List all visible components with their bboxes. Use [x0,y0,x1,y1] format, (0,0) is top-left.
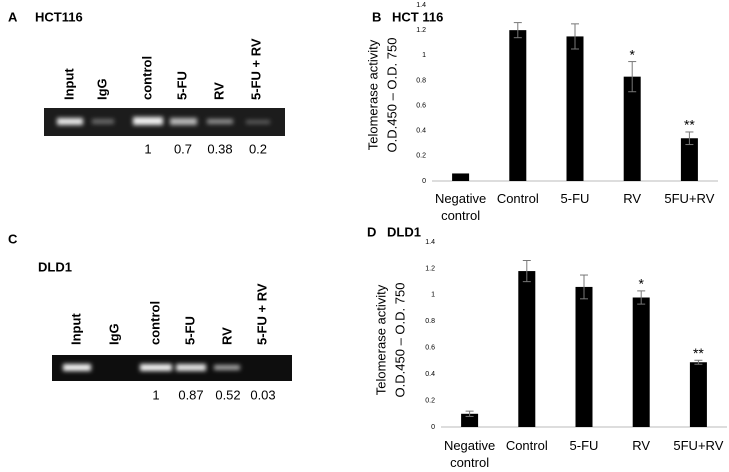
bar [518,271,536,427]
lane-label: 5-FU [182,316,197,345]
y-tick-label: 1 [422,52,426,59]
quantification-value: 0.52 [215,387,240,402]
chart-title: HCT 116 [392,9,443,24]
x-tick-label: 5-FU [560,191,590,206]
y-tick-label: 0.4 [416,128,426,135]
bar [680,138,698,181]
y-axis-label: O.D.450 – O.D. 750 [392,283,407,398]
y-tick-label: 0 [422,178,426,185]
x-tick-label: RV [632,438,651,453]
x-tick-label: 5FU+RV [664,191,715,206]
y-tick-label: 0.4 [425,371,435,378]
quantification-value: 1 [144,141,151,156]
bar [623,76,641,181]
x-tick-label: Negative control [443,438,496,470]
panel-label: A [8,9,18,24]
quantification-value: 0.7 [174,141,192,156]
lane-label: 5-FU + RV [248,38,263,100]
lane-label: 5-FU + RV [254,283,269,345]
x-tick-label: 5FU+RV [673,438,724,453]
lane-label: Input [61,68,76,100]
gel-title: DLD1 [38,259,72,274]
x-tick-label: 5-FU [569,438,599,453]
significance-marker: ** [693,345,704,361]
y-tick-label: 0.2 [416,153,426,160]
significance-marker: ** [684,117,695,133]
x-tick-label: RV [623,191,642,206]
x-tick-label: Control [505,438,548,453]
x-tick-label: Control [496,191,539,206]
bar [461,413,479,427]
lane-label: RV [219,327,234,345]
lane-label: IgG [106,323,121,345]
quantification-value: 0.2 [249,141,267,156]
lane-label: RV [211,82,226,100]
bar [509,30,527,182]
quantification-value: 0.03 [250,387,275,402]
panel-label: C [8,231,18,246]
y-tick-label: 0 [431,424,435,431]
y-tick-label: 0.2 [425,397,435,404]
lane-label: control [139,56,154,100]
chart-title: DLD1 [387,224,421,239]
panel-label: D [367,224,376,239]
y-tick-label: 1.4 [416,2,426,9]
y-tick-label: 1 [431,292,435,299]
lane-label: IgG [94,78,109,100]
y-axis-label: Telomerase activity [365,39,380,150]
quantification-value: 0.38 [207,141,232,156]
quantification-value: 0.87 [178,387,203,402]
x-tick-label: Negative control [434,191,487,223]
gel-image [44,108,285,136]
bar [632,297,650,427]
panel-label: B [372,9,381,24]
lane-label: control [147,301,162,345]
y-tick-label: 1.2 [416,27,426,34]
significance-marker: * [629,46,635,62]
bar [566,36,584,181]
y-axis-label: Telomerase activity [373,284,388,395]
y-tick-label: 1.4 [425,239,435,246]
y-tick-label: 0.6 [416,102,426,109]
lane-label: 5-FU [174,71,189,100]
bar [689,362,707,427]
lane-label: Input [68,313,83,345]
y-tick-label: 0.8 [416,77,426,84]
gel-title: HCT116 [35,9,83,24]
quantification-value: 1 [152,387,159,402]
gel-image [52,355,292,381]
y-tick-label: 0.6 [425,345,435,352]
y-tick-label: 1.2 [425,265,435,272]
y-axis-label: O.D.450 – O.D. 750 [384,38,399,153]
significance-marker: * [638,276,644,292]
bar [575,286,593,427]
y-tick-label: 0.8 [425,318,435,325]
bar [452,173,470,181]
